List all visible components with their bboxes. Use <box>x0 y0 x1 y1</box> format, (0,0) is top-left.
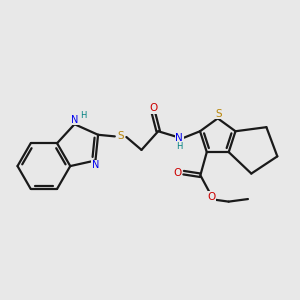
Text: O: O <box>149 103 158 113</box>
Text: S: S <box>117 131 124 141</box>
Text: N: N <box>92 160 99 170</box>
Text: H: H <box>80 111 87 120</box>
Text: N: N <box>175 133 183 143</box>
Text: O: O <box>174 168 182 178</box>
Text: N: N <box>71 115 78 125</box>
Text: O: O <box>208 192 216 202</box>
Text: S: S <box>215 109 222 119</box>
Text: H: H <box>176 142 182 151</box>
